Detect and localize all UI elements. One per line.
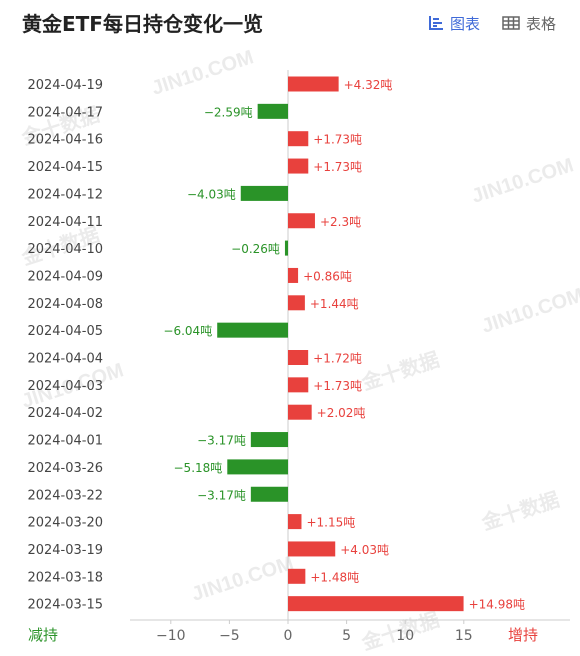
x-tick-label: 15 [455, 628, 473, 644]
category-label: 2024-04-01 [27, 434, 103, 449]
category-label: 2024-03-18 [27, 570, 103, 585]
data-label: −3.17吨 [197, 434, 246, 448]
category-label: 2024-03-22 [27, 488, 103, 503]
bar [288, 350, 309, 365]
category-label: 2024-04-11 [27, 215, 103, 230]
data-label: −0.26吨 [231, 242, 280, 256]
bar [288, 267, 299, 283]
bar [288, 404, 312, 420]
bar [284, 240, 288, 256]
page-title: 黄金ETF每日持仓变化一览 [22, 12, 263, 36]
legend-increase-label: 增持 [508, 626, 538, 644]
category-label: 2024-03-19 [27, 543, 103, 558]
data-label: +4.03吨 [340, 543, 389, 557]
data-label: +1.73吨 [313, 160, 362, 174]
bar [288, 213, 315, 229]
bar [257, 103, 288, 119]
data-label: +1.48吨 [310, 570, 359, 584]
chart-view-tab[interactable]: 图表 [428, 12, 480, 34]
data-label: +14.98吨 [469, 598, 525, 612]
category-label: 2024-04-03 [27, 379, 103, 394]
header: 黄金ETF每日持仓变化一览 图表 表格 [0, 0, 580, 48]
bar [288, 541, 336, 557]
category-label: 2024-04-12 [27, 187, 103, 202]
table-view-tab[interactable]: 表格 [502, 12, 556, 34]
bar [288, 596, 464, 612]
bar [288, 76, 339, 92]
bar [250, 432, 288, 448]
bar [240, 185, 288, 201]
x-tick-label: −5 [219, 628, 240, 644]
data-label: +1.73吨 [313, 133, 362, 147]
bar [288, 158, 309, 174]
category-label: 2024-04-08 [27, 297, 103, 312]
category-label: 2024-04-04 [27, 352, 103, 367]
data-label: +1.73吨 [313, 379, 362, 393]
bar [288, 377, 309, 393]
category-label: 2024-03-15 [27, 598, 103, 613]
data-label: +1.72吨 [313, 352, 362, 366]
bar [288, 568, 306, 584]
x-tick-label: 10 [396, 628, 414, 644]
category-label: 2024-03-20 [27, 516, 103, 531]
chart-view-label: 图表 [450, 14, 481, 33]
data-label: −5.18吨 [174, 461, 223, 475]
bar [227, 459, 288, 475]
data-label: +0.86吨 [303, 269, 352, 283]
x-tick-label: 5 [342, 628, 351, 644]
table-icon [502, 16, 520, 30]
bar-chart-icon [429, 16, 443, 30]
data-label: −3.17吨 [197, 488, 246, 502]
data-label: +2.3吨 [320, 215, 361, 229]
data-label: −6.04吨 [163, 324, 212, 338]
data-label: +1.15吨 [306, 516, 355, 530]
x-tick-label: 0 [284, 628, 293, 644]
table-view-label: 表格 [526, 14, 557, 33]
bar [288, 514, 302, 530]
category-label: 2024-04-10 [27, 242, 103, 257]
bar [288, 295, 305, 311]
category-label: 2024-04-09 [27, 269, 103, 284]
category-label: 2024-04-19 [27, 78, 103, 93]
data-label: +4.32吨 [344, 78, 393, 92]
category-label: 2024-03-26 [27, 461, 103, 476]
bar [250, 486, 288, 502]
category-label: 2024-04-15 [27, 160, 103, 175]
x-tick-label: −10 [156, 628, 186, 644]
data-label: −2.59吨 [204, 105, 253, 119]
category-label: 2024-04-17 [27, 105, 103, 120]
legend-decrease-label: 减持 [28, 626, 58, 644]
category-label: 2024-04-02 [27, 406, 103, 421]
data-label: +2.02吨 [317, 406, 366, 420]
bar [217, 322, 288, 338]
category-label: 2024-04-05 [27, 324, 103, 339]
bar [288, 131, 309, 147]
category-label: 2024-04-16 [27, 133, 103, 148]
data-label: +1.44吨 [310, 297, 359, 311]
data-label: −4.03吨 [187, 187, 236, 201]
